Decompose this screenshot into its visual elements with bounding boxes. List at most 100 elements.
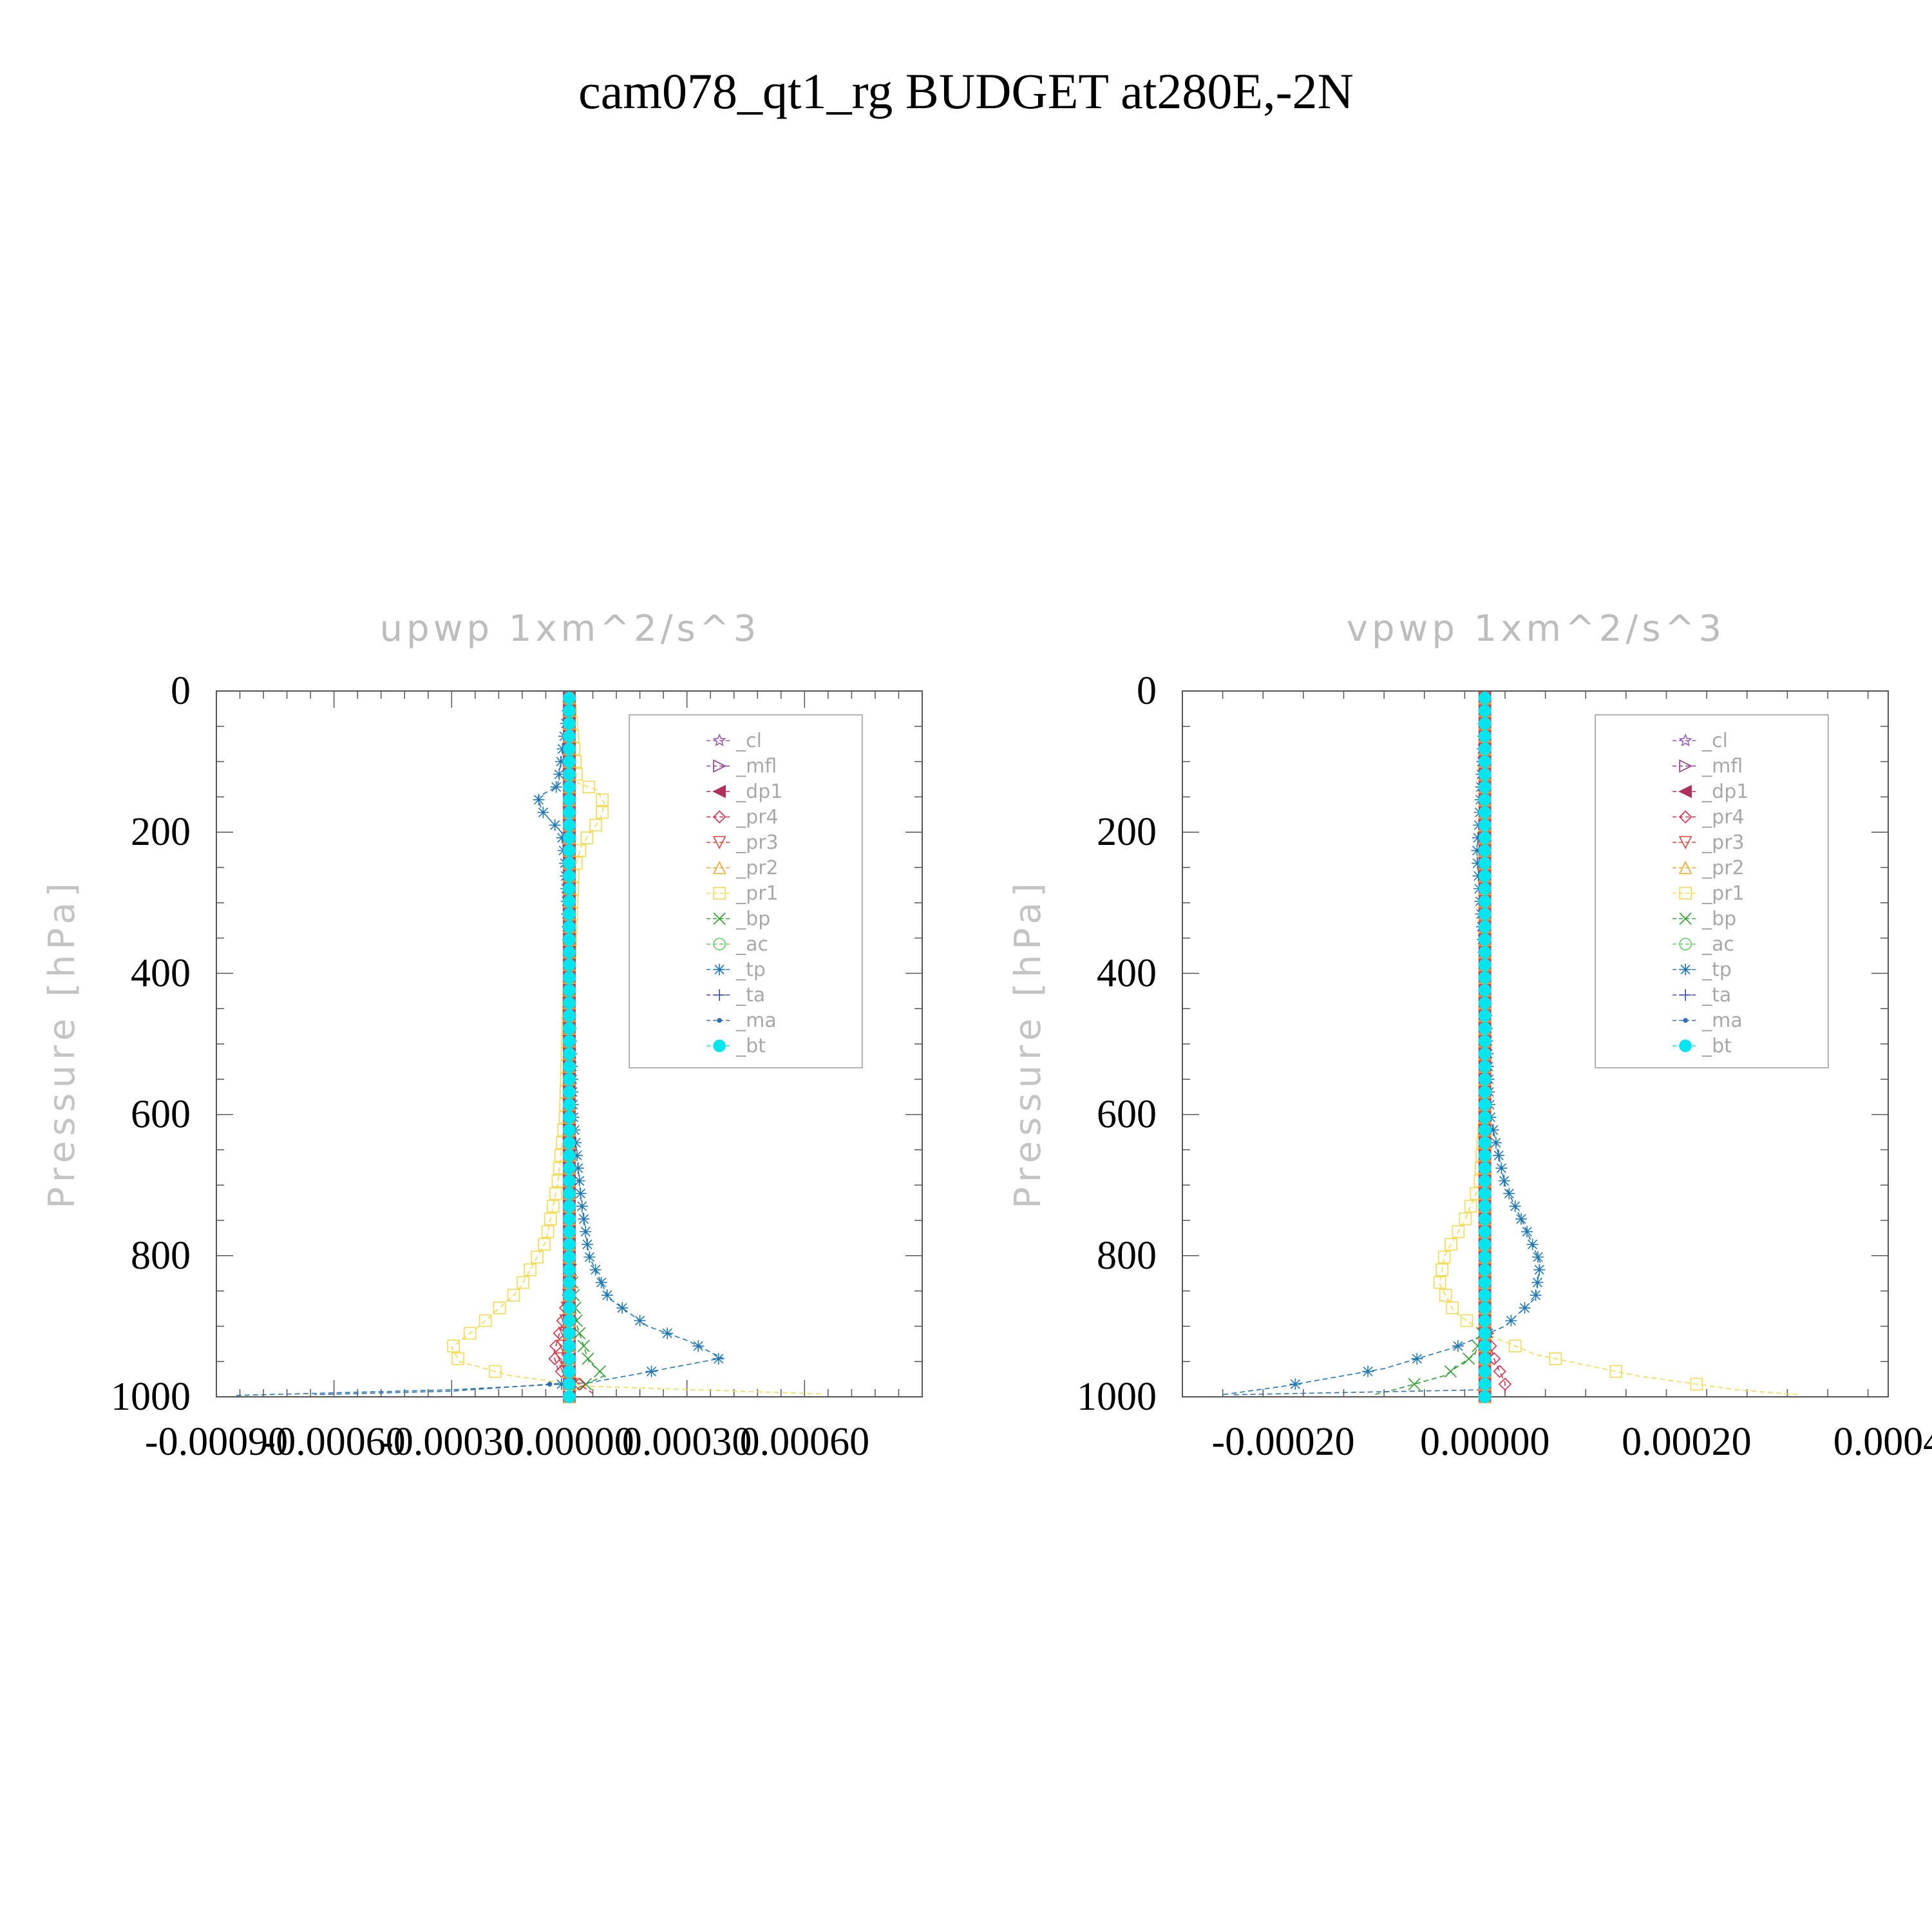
panel-upwp: upwp 1xm^2/s^3 Pressure [hPa] 0 200 400 600… <box>41 608 923 1464</box>
legend-label: _dp1 <box>1701 781 1748 803</box>
series_bt-marker <box>563 717 576 730</box>
series_bt-marker <box>1478 1123 1492 1137</box>
legend-label: _cl <box>1701 730 1728 752</box>
legend-item_pr2: _pr2 <box>706 857 779 880</box>
x-tick-label: -0.00060 <box>263 1420 406 1464</box>
legend-label: _pr1 <box>1701 882 1744 905</box>
legend-box <box>629 714 863 1068</box>
series_bt-marker <box>563 1276 576 1289</box>
y-tick-label: 600 <box>131 1093 191 1137</box>
series_bt-marker <box>1478 958 1492 972</box>
series_bt-marker <box>563 1302 576 1314</box>
series_bt-marker <box>1478 1378 1492 1391</box>
series_bt-marker <box>563 819 576 832</box>
legend-item_ac: _ac <box>1672 933 1734 956</box>
series_bt-marker <box>563 933 576 946</box>
series_bt-marker <box>563 869 576 882</box>
y-tick-label: 0 <box>171 669 191 713</box>
series_bt <box>563 692 576 1403</box>
series_pr1-marker <box>1433 1276 1446 1289</box>
series_tp-marker <box>1526 1238 1539 1251</box>
x-tick-label: -0.00020 <box>1211 1420 1354 1464</box>
series_pr1-marker <box>547 1200 560 1213</box>
series_tp-marker <box>554 755 567 768</box>
series-line <box>314 698 570 1396</box>
series_bt-marker <box>563 907 576 921</box>
series_bt-marker <box>563 1238 576 1251</box>
legend-item_mfl: _mfl <box>1672 755 1743 778</box>
legend_bp-marker <box>713 912 726 925</box>
legend_ac-marker <box>1679 938 1692 951</box>
legend_mfl-marker <box>1679 759 1692 773</box>
series_pr1-marker <box>478 1314 492 1327</box>
series_tp-marker <box>571 1150 583 1162</box>
series_ma-marker <box>547 1381 553 1387</box>
series-layer <box>1222 690 1798 1404</box>
legend_bt-marker <box>713 1039 726 1052</box>
series_bt-marker <box>563 882 576 895</box>
y-axis-label: Pressure [hPa] <box>1007 878 1049 1209</box>
series_bt-marker <box>1478 1251 1492 1264</box>
series-line <box>1374 698 1486 1396</box>
legend-item_tp: _tp <box>706 959 766 981</box>
legend-item_bt: _bt <box>1672 1035 1732 1057</box>
legend-label: _pr3 <box>1701 831 1744 854</box>
series_bt-marker <box>1478 933 1492 946</box>
series_bt-marker <box>1478 1111 1492 1124</box>
series_bt-marker <box>1478 882 1492 895</box>
series_pr1-marker <box>1464 1200 1477 1213</box>
series_tp-marker <box>616 1302 629 1314</box>
legend_bt-marker <box>1679 1039 1692 1052</box>
series_bt-marker <box>1478 920 1492 933</box>
series_bt-marker <box>1478 692 1492 705</box>
legend-item_dp1: _dp1 <box>706 781 782 803</box>
legend-label: _bp <box>1701 908 1736 931</box>
series_bt-marker <box>1478 1365 1492 1378</box>
y-tick-label: 200 <box>1097 810 1157 854</box>
series_bt-marker <box>563 1098 576 1112</box>
legend_pr3-marker <box>1678 836 1692 849</box>
legend-label: _pr2 <box>735 857 778 880</box>
series_bt-marker <box>563 1213 576 1226</box>
series_bt-marker <box>1478 781 1492 793</box>
series_bt-marker <box>1478 1302 1492 1314</box>
series_pr1-marker <box>1549 1352 1562 1365</box>
series_bt-marker <box>563 1251 576 1264</box>
series_bt-marker <box>1478 971 1492 984</box>
series_bt-marker <box>563 806 576 819</box>
series_tp-marker <box>1505 1314 1517 1327</box>
legend-label: _bt <box>1701 1035 1732 1057</box>
legend-label: _pr4 <box>1701 806 1744 829</box>
series-layer <box>236 690 824 1404</box>
series_tp-marker <box>1515 1213 1528 1225</box>
series_bt-marker <box>1478 895 1492 908</box>
series_bt-marker <box>563 958 576 972</box>
series_bt-marker <box>1478 755 1492 768</box>
legend-label: _bp <box>735 908 770 931</box>
series_bt-marker <box>563 1200 576 1213</box>
series_bt-marker <box>563 844 576 857</box>
series_ma <box>314 696 572 1396</box>
legend_pr1-marker <box>1679 887 1692 900</box>
panel-title: upwp 1xm^2/s^3 <box>380 608 761 650</box>
legend-label: _mfl <box>735 755 777 778</box>
series_pr4-marker <box>1498 1378 1512 1391</box>
series_bt-marker <box>563 1289 576 1302</box>
series_bt-marker <box>563 1174 576 1188</box>
series_bt-marker <box>563 971 576 984</box>
series_tp-marker <box>712 1352 724 1365</box>
series_bt-marker <box>1478 1009 1492 1022</box>
series_bp-marker <box>582 1352 594 1365</box>
series_bt-marker <box>1478 907 1492 921</box>
series_pr1-marker <box>544 1213 557 1226</box>
y-tick-label: 0 <box>1137 669 1157 713</box>
series-line <box>1233 698 1486 1396</box>
series_tp-marker <box>1498 1175 1510 1187</box>
legend_ma-marker <box>1683 1018 1688 1023</box>
series_tp-marker <box>1472 831 1484 844</box>
series_pr1-marker <box>531 1251 544 1264</box>
series_bt-marker <box>1478 1034 1492 1048</box>
series_tp-marker <box>1362 1365 1374 1378</box>
panel-vpwp: vpwp 1xm^2/s^3 Pressure [hPa] 0 200 400 600… <box>1007 608 1932 1464</box>
series_pr1-marker <box>1690 1378 1703 1391</box>
